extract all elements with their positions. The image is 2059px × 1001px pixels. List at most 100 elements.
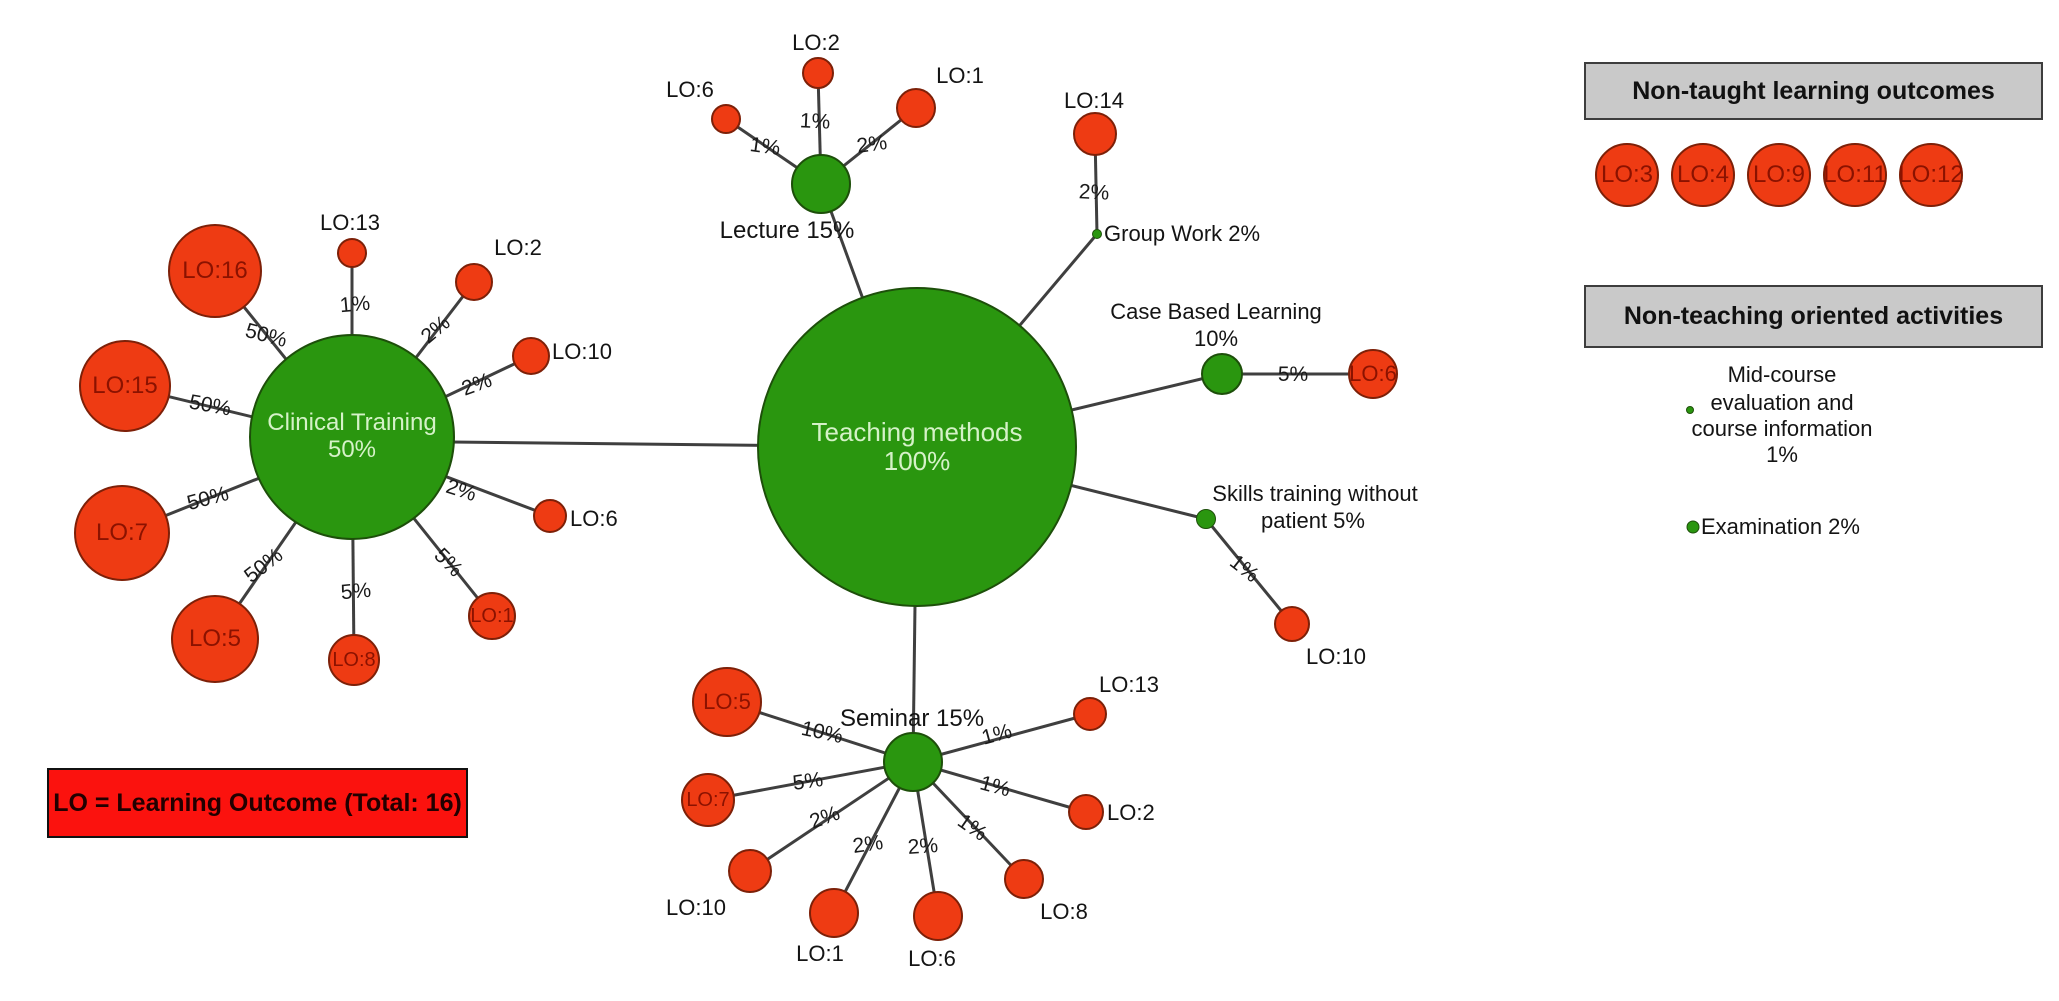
lecture-lo2-pct: 1%	[799, 109, 831, 134]
node-nontaught-lo9[interactable]: LO:9	[1747, 143, 1811, 207]
node-seminar[interactable]	[883, 732, 943, 792]
group-work-label: Group Work 2%	[1104, 221, 1261, 246]
node-seminar-lo13[interactable]	[1073, 697, 1107, 731]
node-clinical-lo1[interactable]: LO:1	[468, 592, 516, 640]
non-taught-header-box: Non-taught learning outcomes	[1584, 62, 2043, 120]
clinical-lo16-label: LO:16	[182, 256, 248, 284]
clinical-lo5-label: LO:5	[188, 624, 242, 652]
examination-label: Examination 2%	[1701, 514, 1860, 539]
teaching-methods-label: Teaching methods	[811, 416, 1023, 447]
node-nontaught-lo4[interactable]: LO:4	[1671, 143, 1735, 207]
node-clinical-lo15[interactable]: LO:15	[79, 340, 171, 432]
lecture-label: Lecture 15%	[719, 217, 855, 244]
seminar-lo1-label: LO:1	[796, 941, 844, 966]
clinical-lo6-label: LO:6	[570, 506, 618, 531]
skills-training-label-line2: patient 5%	[1261, 508, 1365, 533]
clinical-lo10-label: LO:10	[552, 339, 612, 364]
node-seminar-lo1[interactable]	[809, 888, 859, 938]
node-clinical-lo16[interactable]: LO:16	[168, 224, 262, 318]
node-seminar-lo6[interactable]	[913, 891, 963, 941]
mid-course-line4: 1%	[1766, 442, 1798, 467]
clinical-training-label: Clinical Training 50%	[267, 409, 437, 463]
edge-seminar-lo2	[912, 760, 1087, 814]
node-seminar-lo2[interactable]	[1068, 794, 1104, 830]
node-nontaught-lo12[interactable]: LO:12	[1898, 143, 1964, 207]
node-seminar-lo8[interactable]	[1004, 859, 1044, 899]
nontaught-lo9-label: LO:9	[1752, 160, 1806, 188]
node-seminar-lo5[interactable]: LO:5	[692, 667, 762, 737]
teaching-methods-pct: 100%	[883, 446, 951, 476]
edge-seminar-lo13	[912, 712, 1091, 764]
seminar-lo2-label: LO:2	[1107, 800, 1155, 825]
node-nontaught-lo3[interactable]: LO:3	[1595, 143, 1659, 207]
lecture-lo1-pct: 2%	[855, 131, 889, 159]
clinical-lo13-pct: 1%	[338, 291, 372, 318]
node-groupwork-lo14[interactable]	[1073, 112, 1117, 156]
node-lecture[interactable]	[791, 154, 851, 214]
skills-lo10-label: LO:10	[1306, 644, 1366, 669]
non-teaching-header-box: Non-teaching oriented activities	[1584, 285, 2043, 348]
lecture-lo2-label: LO:2	[792, 30, 840, 55]
clinical-lo13-label: LO:13	[320, 210, 380, 235]
node-skills-lo10[interactable]	[1274, 606, 1310, 642]
edge-seminar-lo7	[707, 760, 914, 802]
non-teaching-header-text: Non-teaching oriented activities	[1623, 302, 2004, 330]
node-examination-dot[interactable]	[1686, 520, 1700, 534]
node-clinical-lo5[interactable]: LO:5	[171, 595, 259, 683]
seminar-label: Seminar 15%	[839, 705, 985, 732]
skills-training-label-line1: Skills training without	[1212, 481, 1418, 506]
groupwork-lo14-label: LO:14	[1064, 88, 1124, 113]
clinical-lo8-label: LO:8	[332, 648, 376, 671]
node-clinical-training[interactable]: Clinical Training 50%	[249, 334, 455, 540]
lecture-lo6-label: LO:6	[666, 77, 714, 102]
node-clinical-lo8[interactable]: LO:8	[328, 634, 380, 686]
node-clinical-lo7[interactable]: LO:7	[74, 485, 170, 581]
nontaught-lo11-label: LO:11	[1823, 160, 1887, 188]
groupwork-lo14-pct: 2%	[1078, 180, 1110, 205]
node-nontaught-lo11[interactable]: LO:11	[1823, 143, 1887, 207]
node-lecture-lo6[interactable]	[711, 104, 741, 134]
seminar-lo13-label: LO:13	[1099, 672, 1159, 697]
clinical-lo15-label: LO:15	[92, 371, 158, 399]
clinical-lo7-label: LO:7	[95, 518, 149, 546]
node-mid-course-dot[interactable]	[1686, 406, 1694, 414]
node-case-based-learning[interactable]	[1201, 353, 1243, 395]
seminar-lo6-pct: 2%	[907, 833, 939, 860]
node-lecture-lo2[interactable]	[802, 57, 834, 89]
node-skills-training[interactable]	[1196, 509, 1216, 529]
non-taught-header-text: Non-taught learning outcomes	[1632, 76, 1995, 105]
casebased-lo6-label: LO:6	[1349, 360, 1397, 386]
node-seminar-lo7[interactable]: LO:7	[681, 773, 735, 827]
lecture-lo1-label: LO:1	[936, 63, 984, 88]
clinical-lo1-label: LO:1	[470, 604, 514, 627]
node-casebased-lo6[interactable]: LO:6	[1348, 349, 1398, 399]
clinical-lo8-pct: 5%	[339, 578, 373, 605]
nontaught-lo4-label: LO:4	[1676, 160, 1730, 188]
casebased-lo6-pct: 5%	[1277, 363, 1309, 386]
node-seminar-lo10[interactable]	[728, 849, 772, 893]
node-clinical-lo13[interactable]	[337, 238, 367, 268]
node-clinical-lo6[interactable]	[533, 499, 567, 533]
legend-box: LO = Learning Outcome (Total: 16)	[47, 768, 468, 838]
lecture-lo6-pct: 1%	[748, 133, 782, 161]
clinical-lo2-label: LO:2	[494, 235, 542, 260]
node-group-work[interactable]	[1092, 229, 1102, 239]
node-lecture-lo1[interactable]	[896, 88, 936, 128]
edge-skills-lo10	[1204, 518, 1294, 625]
nontaught-lo12-label: LO:12	[1898, 160, 1964, 188]
seminar-lo10-label: LO:10	[666, 895, 726, 920]
nontaught-lo3-label: LO:3	[1600, 160, 1654, 188]
node-teaching-methods[interactable]: Teaching methods 100%	[757, 287, 1077, 607]
legend-text: LO = Learning Outcome (Total: 16)	[53, 788, 462, 817]
mid-course-line2: evaluation and	[1710, 390, 1854, 415]
edge-seminar-lo10	[749, 760, 914, 873]
case-based-learning-label: Case Based Learning	[1110, 299, 1322, 324]
seminar-lo5-label: LO:5	[703, 688, 751, 714]
seminar-lo8-label: LO:8	[1040, 899, 1088, 924]
seminar-lo7-pct: 5%	[791, 768, 825, 796]
node-clinical-lo10[interactable]	[512, 337, 550, 375]
mid-course-line1: Mid-course	[1727, 362, 1837, 387]
node-clinical-lo2[interactable]	[455, 263, 493, 301]
seminar-lo6-label: LO:6	[908, 946, 956, 971]
